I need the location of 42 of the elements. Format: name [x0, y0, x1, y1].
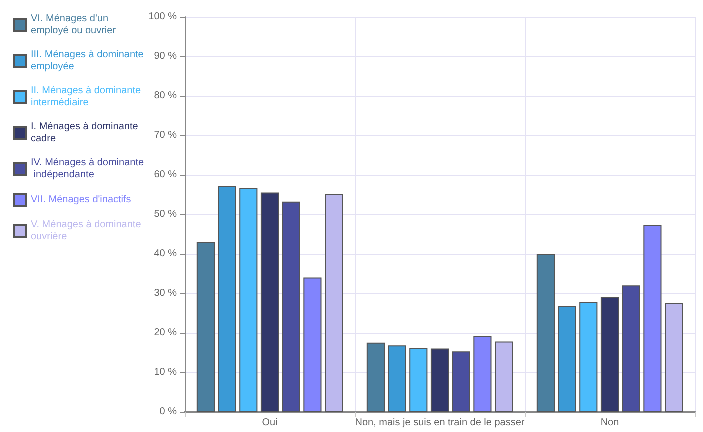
bar [196, 242, 215, 412]
bar [282, 202, 300, 412]
y-tick-label: 0 % [160, 406, 178, 418]
y-tick-label: 50 % [154, 209, 178, 220]
bar [580, 302, 598, 412]
y-tick-label: 40 % [154, 248, 178, 260]
y-tick-label: 80 % [154, 90, 178, 102]
y-tick-label: 30 % [154, 288, 178, 299]
bar [325, 194, 344, 412]
bar [260, 192, 280, 412]
bar [495, 342, 514, 412]
legend-label: II. Ménages à dominante intermédiaire [31, 86, 144, 108]
bar [600, 297, 620, 412]
x-tick-label: Non, mais je suis en train de le passer [355, 418, 526, 428]
y-tick-label: 20 % [154, 328, 178, 338]
bar [388, 346, 406, 412]
x-tick-label: Non [600, 418, 620, 428]
bar [558, 306, 576, 412]
bar [430, 348, 450, 412]
y-tick-label: 70 % [154, 130, 178, 141]
legend-label: I. Ménages à dominante cadre [31, 122, 142, 144]
bar [536, 254, 555, 412]
legend-label: IV. Ménages à dominante indépendante [31, 158, 144, 180]
bar [665, 303, 684, 412]
bar [474, 336, 492, 412]
x-tick-label: Oui [262, 418, 278, 428]
y-tick-label: 10 % [154, 367, 178, 378]
bar [218, 186, 236, 412]
y-tick-label: 60 % [154, 170, 178, 180]
legend-label: V. Ménages à dominante ouvrière [31, 220, 144, 242]
legend-label: III. Ménages à dominante employée [31, 50, 147, 72]
bar [644, 226, 662, 412]
bar [240, 188, 258, 412]
y-tick-label: 100 % [148, 12, 178, 22]
y-tick-label: 90 % [154, 51, 178, 62]
bar [304, 278, 322, 412]
legend-label: VII. Ménages d'inactifs [31, 194, 132, 206]
legend-label: VI. Ménages d'un employé ou ouvrier [31, 14, 117, 36]
bar [452, 352, 470, 412]
bar [622, 286, 640, 412]
bar [410, 348, 428, 412]
bar [366, 342, 385, 412]
